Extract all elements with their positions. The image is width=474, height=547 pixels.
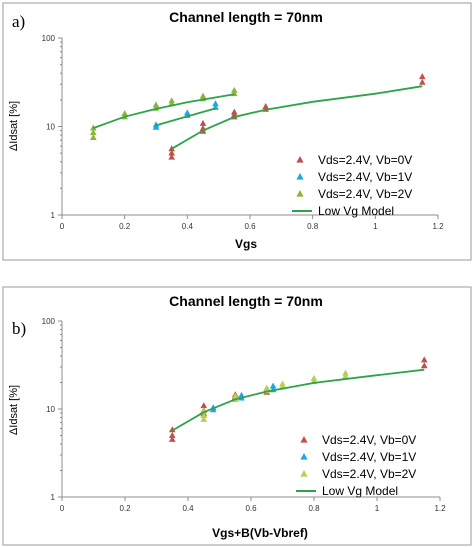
chart-border [2,286,472,546]
data-point [152,121,160,128]
x-tick-label: 1 [373,222,378,231]
data-point [420,356,428,363]
data-point [168,435,176,442]
x-axis-label: Vgs [235,237,257,251]
data-point [279,380,286,387]
panel-label: b) [12,319,26,338]
data-point [231,108,238,115]
x-tick-label: 0.8 [308,504,320,513]
y-tick-label: 10 [46,405,55,414]
x-tick-label: 1.2 [432,222,444,231]
x-axis-label: Vgs+B(Vb-Vbref) [212,526,308,540]
legend-label: Vds=2.4V, Vb=0V [318,153,412,167]
x-tick-label: 0 [60,222,65,231]
data-point [90,129,97,136]
legend-marker [300,453,308,460]
y-tick-label: 10 [46,123,55,132]
data-point [168,153,175,160]
model-line [155,107,216,127]
y-tick-label: 100 [42,34,56,43]
data-point [419,73,426,80]
x-tick-label: 0.8 [307,222,319,231]
legend-label: Low Vg Model [322,484,398,498]
chart-b: b) Channel length = 70nm 1 10 100 0 0.2 0.4 0.6 0… [2,286,472,546]
data-point [212,100,219,107]
y-axis-label: ΔIdsat [%] [8,101,20,151]
data-point [200,402,208,409]
chart-title: Channel length = 70nm [169,293,323,309]
x-tick-label: 0.2 [119,222,131,231]
data-point [200,415,208,422]
chart-panel-a: a) Channel length = 70nm 1 10 100 0 0.2 0.4 0.6 0… [0,0,474,262]
legend-marker [300,436,308,443]
data-point [419,78,426,85]
legend-marker [300,470,308,477]
data-point [199,119,207,126]
data-point [231,392,239,399]
data-point [269,382,277,389]
data-point [200,412,208,419]
x-tick-label: 0.6 [245,504,257,513]
y-tick-label: 1 [51,493,56,502]
legend-marker [296,173,304,180]
legend-marker [296,156,304,163]
model-line [171,85,423,150]
data-point [152,101,160,108]
data-point [342,369,349,376]
legend-label: Vds=2.4V, Vb=1V [322,450,416,464]
x-tick-label: 0 [60,504,65,513]
data-point [231,86,238,93]
x-tick-label: 0.4 [182,222,194,231]
data-point [420,362,428,369]
y-tick-label: 1 [51,211,56,220]
data-point [168,149,175,156]
data-point [342,372,349,379]
data-point [121,110,128,116]
panel-label: a) [12,12,25,31]
data-point [168,97,175,104]
legend-label: Vds=2.4V, Vb=1V [318,170,412,184]
data-point [199,92,207,99]
data-point [168,426,176,433]
x-tick-label: 0.4 [182,504,194,513]
data-point [262,103,269,109]
legend-label: Vds=2.4V, Vb=2V [322,467,416,481]
data-point [263,384,271,391]
chart-title: Channel length = 70nm [169,9,323,25]
x-tick-label: 0.6 [244,222,256,231]
y-tick-label: 100 [42,317,56,326]
x-tick-label: 0.2 [119,504,131,513]
chart-panel-b: b) Channel length = 70nm 1 10 100 0 0.2 0.4 0.6 0… [0,284,474,547]
x-tick-label: 1.2 [434,504,446,513]
chart-border [2,2,472,261]
model-line [171,368,425,432]
data-point [310,374,318,381]
legend-label: Vds=2.4V, Vb=0V [322,433,416,447]
data-point [184,109,191,116]
legend-label: Vds=2.4V, Vb=2V [318,187,412,201]
data-point [168,431,176,438]
model-line [92,93,235,129]
legend-label: Low Vg Model [318,204,394,218]
y-axis-label: ΔIdsat [%] [8,385,20,435]
legend-marker [296,190,304,197]
data-point [238,391,245,398]
data-point [90,134,97,140]
chart-a: a) Channel length = 70nm 1 10 100 0 0.2 0.4 0.6 0… [2,2,472,261]
x-tick-label: 1 [375,504,380,513]
